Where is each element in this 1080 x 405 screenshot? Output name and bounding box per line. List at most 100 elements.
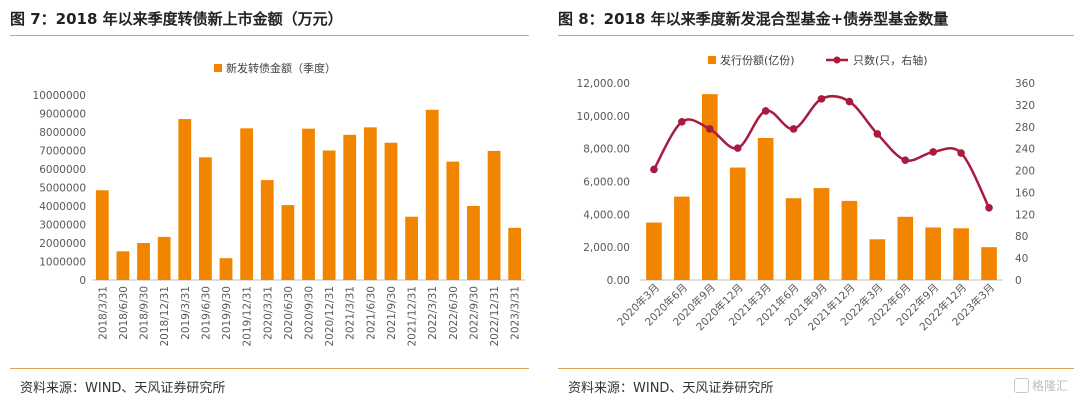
bar [487,150,501,280]
y-right-tick-label: 320 [1015,100,1035,112]
line-point [706,125,714,133]
line-point [678,118,686,126]
x-tick-label: 2019/6/30 [200,286,212,340]
bar [701,94,718,280]
y-tick-label: 4000000 [39,201,86,213]
bar [674,196,690,280]
bar [757,137,774,280]
bar [446,161,460,280]
watermark-text: 格隆汇 [1031,379,1068,393]
y-right-tick-label: 40 [1015,253,1028,265]
legend-swatch-issue-shares [708,56,716,64]
bar [508,227,522,280]
x-tick-label: 2021/9/30 [386,286,398,340]
y-tick-label: 7000000 [39,146,86,158]
y-tick-label: 3000000 [39,220,86,232]
line-point [817,95,826,103]
bar [302,128,315,280]
bar [981,247,997,280]
x-tick-label: 2018/9/30 [139,286,151,340]
y-tick-label: 6000000 [39,164,86,176]
y-left-tick-label: 6,000.00 [583,177,630,189]
bar [467,206,480,280]
bar [646,222,662,280]
y-tick-label: 5000000 [39,183,86,195]
legend-swatch-new-cb-amount [214,64,222,72]
y-right-tick-label: 80 [1015,231,1028,243]
right-chart: 发行份额(亿份) 只数(只，右轴) 0.00 2,000.00 4,000.00 6,00… [577,53,1036,333]
y-right-tick-label: 200 [1015,166,1035,178]
x-tick-label: 2018/3/31 [97,286,109,340]
bar [157,236,171,280]
watermark: 格隆汇 [1013,377,1068,394]
bar [785,198,802,280]
right-source-note: 资料来源：WIND、天风证券研究所 [568,381,774,396]
bar [841,200,858,280]
x-tick-label: 2020/6/30 [283,286,295,340]
y-right-tick-label: 280 [1015,122,1035,134]
x-tick-label: 2019/3/31 [180,286,192,340]
left-source-rule [10,368,529,369]
line-point [929,148,937,156]
bar [343,134,357,280]
x-tick-label: 2020/3/31 [262,286,274,340]
right-figure-panel: 图 8：2018 年以来季度新发混合型基金+债券型基金数量 发行份额(亿份) 只数… [548,0,1080,405]
left-source-note: 资料来源：WIND、天风证券研究所 [20,381,226,396]
right-title-rule [558,35,1074,36]
bar [405,216,418,280]
legend-label-fund-count: 只数(只，右轴) [853,53,928,67]
left-title-rule [10,35,529,36]
x-tick-label: 2022/12/31 [489,286,501,347]
x-tick-label: 2020/9/30 [304,286,316,340]
y-tick-label: 10000000 [33,90,86,102]
watermark-logo-icon [1013,378,1029,393]
line-point [733,144,742,152]
x-tick-label: 2018/6/30 [118,286,130,340]
bar [322,150,336,280]
bar [813,188,830,280]
x-tick-label: 2020/12/31 [324,286,336,347]
bar [281,205,295,280]
bar [897,216,914,280]
y-tick-label: 1000000 [39,257,86,269]
y-left-tick-label: 0.00 [607,275,630,287]
legend-label-issue-shares: 发行份额(亿份) [720,53,795,67]
bar [953,228,969,280]
y-tick-label: 2000000 [39,238,86,250]
x-tick-label: 2019/12/31 [242,286,254,347]
y-right-tick-label: 0 [1015,275,1022,287]
x-tick-label: 2018/12/31 [159,286,171,347]
bar [869,239,886,280]
y-right-tick-label: 360 [1015,78,1035,90]
bar [384,142,398,280]
bar [137,243,150,280]
left-figure-panel: 图 7：2018 年以来季度转债新上市金额（万元） 新发转债金额（季度） 0 100… [0,0,535,405]
y-left-tick-label: 2,000.00 [583,242,630,254]
y-tick-label: 9000000 [39,109,86,121]
line-point [873,130,882,138]
left-chart: 新发转债金额（季度） 0 1000000 2000000 3000000 4000000 5… [33,61,525,347]
line-point [650,165,658,174]
bar [729,167,746,280]
x-tick-label: 2022/6/30 [448,286,460,340]
bar [178,119,192,280]
bar [260,180,274,280]
line-point [789,125,798,133]
bar [925,227,942,280]
x-tick-label: 2023/3/31 [510,286,522,340]
bar [219,258,233,280]
bar [425,109,439,280]
y-right-tick-label: 240 [1015,144,1035,156]
bar [95,190,109,280]
y-left-tick-label: 10,000.00 [577,111,630,123]
line-point [901,156,910,164]
y-left-tick-label: 4,000.00 [583,209,630,221]
y-right-tick-label: 120 [1015,209,1035,221]
x-tick-label: 2021/3/31 [345,286,357,340]
line-point [985,203,993,212]
bar [240,128,254,280]
right-source-rule [558,368,1074,369]
x-tick-label: 2022/3/31 [427,286,439,340]
bar [363,127,377,280]
line-point [761,107,770,115]
